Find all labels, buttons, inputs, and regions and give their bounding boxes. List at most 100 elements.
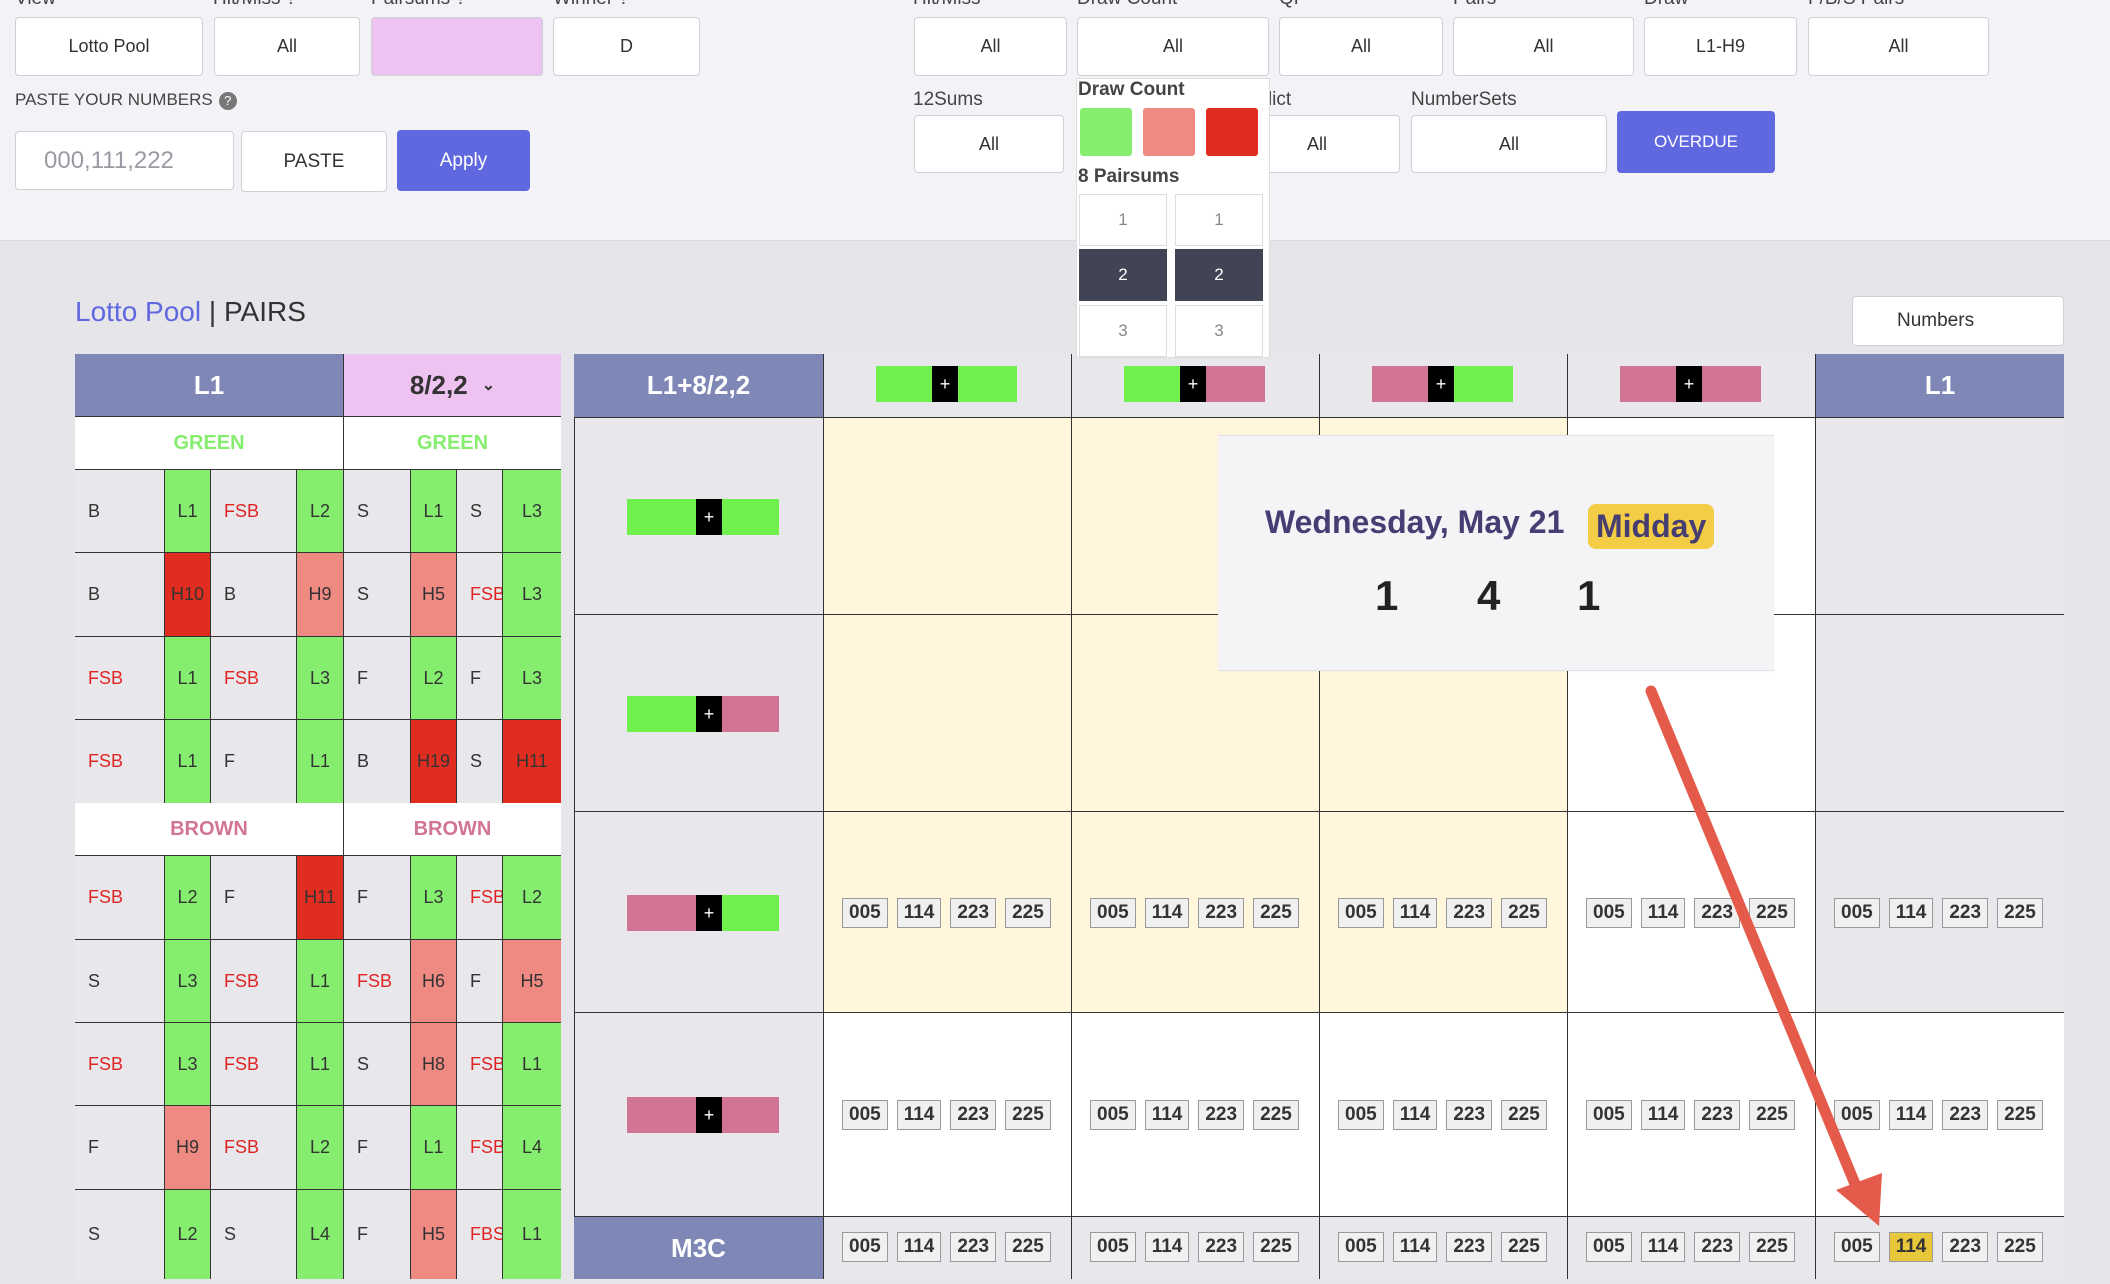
number-chip[interactable]: 114 (1640, 1100, 1686, 1130)
number-chip[interactable]: 223 (1942, 1100, 1989, 1130)
pairsum-option[interactable]: 3 (1175, 305, 1263, 357)
number-chip[interactable]: 223 (1446, 1232, 1493, 1262)
overdue-button[interactable]: OVERDUE (1617, 111, 1775, 173)
sums12-select[interactable]: All (914, 115, 1064, 173)
qp-select[interactable]: All (1279, 17, 1443, 76)
number-chip[interactable]: 225 (1749, 1100, 1795, 1130)
number-chip[interactable]: 005 (842, 898, 888, 928)
number-chip[interactable]: 005 (1834, 1232, 1880, 1262)
number-chip[interactable]: 005 (842, 1100, 888, 1130)
grid-cell: 005 114 223 225 (823, 1012, 1071, 1216)
draw-count-swatch[interactable] (1080, 108, 1132, 156)
view-select[interactable]: Lotto Pool (15, 17, 203, 76)
number-chip[interactable]: 005 (1090, 1100, 1136, 1130)
number-chip[interactable]: 223 (1446, 1100, 1493, 1130)
number-chip[interactable]: 225 (1997, 898, 2043, 928)
grid-cell (823, 614, 1071, 811)
pairsum-option[interactable]: 3 (1079, 305, 1167, 357)
pairsum-option[interactable]: 2 (1175, 249, 1263, 301)
number-chip[interactable]: 114 (1888, 898, 1934, 928)
number-chip[interactable]: 005 (1586, 1232, 1632, 1262)
number-chip[interactable]: 114 (1144, 1232, 1190, 1262)
number-chip[interactable]: 225 (1749, 898, 1795, 928)
number-chip[interactable]: 225 (1005, 1100, 1051, 1130)
number-chip[interactable]: 223 (1942, 1232, 1989, 1262)
hitmiss2-select[interactable]: All (914, 17, 1067, 76)
number-chip[interactable]: 114 (1888, 1100, 1934, 1130)
number-chip[interactable]: 114 (896, 1232, 942, 1262)
number-chip[interactable]: 225 (1253, 898, 1299, 928)
number-chip[interactable]: 225 (1005, 898, 1051, 928)
grid-row-header: + (575, 614, 823, 811)
left-header-pairsum[interactable]: 8/2,2 ⌄ (343, 354, 561, 416)
left-pairs-table: L1 8/2,2 ⌄ GREEN GREEN BROWN BROWN B L1 FSB L2 S L… (75, 354, 561, 1279)
draw-select[interactable]: L1-H9 (1644, 17, 1797, 76)
pairsum-option[interactable]: 1 (1175, 194, 1263, 246)
number-chip[interactable]: 223 (950, 898, 997, 928)
number-chip[interactable]: 223 (1446, 898, 1493, 928)
number-chip[interactable]: 225 (1005, 1232, 1051, 1262)
number-chip[interactable]: 114 (1392, 898, 1438, 928)
number-chip[interactable]: 223 (1694, 898, 1741, 928)
numbersets-select[interactable]: All (1411, 115, 1607, 173)
pairsums-select[interactable] (371, 17, 543, 76)
number-chip[interactable]: 223 (1942, 898, 1989, 928)
drawcount-select[interactable]: All (1077, 17, 1269, 76)
pairs-select[interactable]: All (1453, 17, 1634, 76)
number-chip[interactable]: 223 (1198, 1100, 1245, 1130)
draw-count-swatch[interactable] (1143, 108, 1195, 156)
number-chip[interactable]: 114 (1392, 1100, 1438, 1130)
number-chip[interactable]: 005 (1834, 898, 1880, 928)
number-chip[interactable]: 225 (1253, 1100, 1299, 1130)
pairsum-option[interactable]: 1 (1079, 194, 1167, 246)
numbers-select[interactable]: Numbers (1852, 296, 2064, 346)
number-chip[interactable]: 005 (842, 1232, 888, 1262)
number-chip[interactable]: 225 (1501, 898, 1547, 928)
number-chip[interactable]: 225 (1997, 1100, 2043, 1130)
paste-button[interactable]: PASTE (241, 131, 387, 192)
apply-button[interactable]: Apply (397, 130, 530, 191)
pool-link[interactable]: Lotto Pool (75, 296, 202, 327)
number-chip[interactable]: 225 (1501, 1232, 1547, 1262)
pairsum-option[interactable]: 2 (1079, 249, 1167, 301)
number-chip[interactable]: 005 (1338, 898, 1384, 928)
number-chips: 005 114 223 225 (842, 1100, 1051, 1130)
number-chip[interactable]: 114 (896, 1100, 942, 1130)
numbers-input[interactable]: 000,111,222 (15, 131, 234, 190)
number-chip[interactable]: 225 (1749, 1232, 1795, 1262)
number-chip[interactable]: 114 (1144, 1100, 1190, 1130)
number-chip[interactable]: 114 (1392, 1232, 1438, 1262)
number-chip[interactable]: 005 (1090, 1232, 1136, 1262)
draw-count-swatch[interactable] (1206, 108, 1258, 156)
number-chip[interactable]: 005 (1338, 1100, 1384, 1130)
winner-select[interactable]: D (553, 17, 700, 76)
pair-color-b (722, 696, 779, 732)
number-chip[interactable]: 005 (1834, 1100, 1880, 1130)
pair-color-a (627, 696, 696, 732)
number-chip[interactable]: 005 (1090, 898, 1136, 928)
number-chip[interactable]: 005 (1586, 898, 1632, 928)
number-chip[interactable]: 114 (1144, 898, 1190, 928)
number-chip[interactable]: 114 (1640, 1232, 1686, 1262)
number-chip[interactable]: 225 (1997, 1232, 2043, 1262)
grid-cell: 005 114 223 225 (1319, 1012, 1567, 1216)
number-chip[interactable]: 225 (1501, 1100, 1547, 1130)
number-chip[interactable]: 114 (896, 898, 942, 928)
number-chip[interactable]: 223 (950, 1100, 997, 1130)
number-chip[interactable]: 223 (1694, 1100, 1741, 1130)
number-chip[interactable]: 223 (1198, 1232, 1245, 1262)
qp-label: QP (1279, 0, 1306, 10)
number-chip[interactable]: 223 (1198, 898, 1245, 928)
fbs-pairs-select[interactable]: All (1808, 17, 1989, 76)
pair-cell: H9 (296, 552, 343, 636)
number-chip[interactable]: 005 (1338, 1232, 1384, 1262)
number-chip[interactable]: 225 (1253, 1232, 1299, 1262)
highlighted-chip[interactable]: 114 (1888, 1232, 1934, 1262)
help-icon[interactable]: ? (218, 91, 237, 110)
grid-cell: 005 114 223 225 (1815, 1012, 2064, 1216)
number-chip[interactable]: 005 (1586, 1100, 1632, 1130)
number-chip[interactable]: 114 (1640, 898, 1686, 928)
hitmiss-select[interactable]: All (214, 17, 360, 76)
number-chip[interactable]: 223 (1694, 1232, 1741, 1262)
number-chip[interactable]: 223 (950, 1232, 997, 1262)
